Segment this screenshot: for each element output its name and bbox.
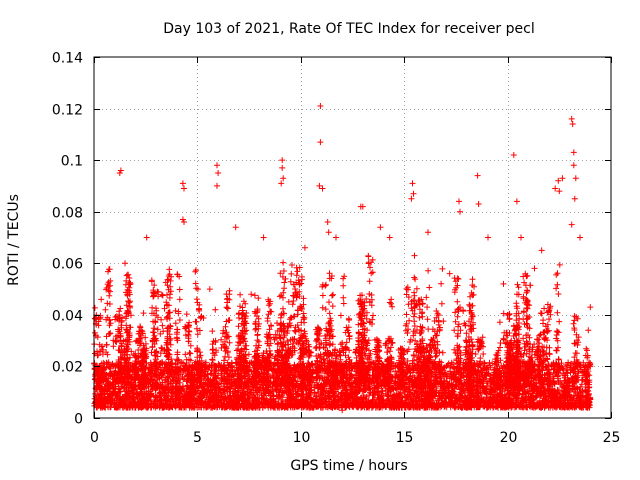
y-tick-label: 0.04	[52, 309, 83, 325]
y-tick-label: 0.1	[61, 154, 83, 170]
axis-ticks	[94, 57, 612, 419]
x-tick-label: 10	[293, 430, 311, 446]
y-tick-label: 0.14	[52, 51, 83, 67]
roti-points	[91, 103, 594, 414]
y-tick-label: 0.06	[52, 257, 83, 273]
y-tick-label: 0.08	[52, 206, 83, 222]
plot-frame	[93, 56, 612, 419]
x-tick-label: 25	[603, 430, 621, 446]
y-tick-label: 0	[74, 412, 83, 428]
y-tick-label: 0.02	[52, 360, 83, 376]
x-tick-label: 5	[193, 430, 202, 446]
x-tick-labels: 0 5 10 15 20 25	[90, 430, 620, 446]
x-axis-label: GPS time / hours	[290, 458, 407, 474]
y-axis-label: ROTI / TECUs	[6, 194, 22, 286]
x-tick-label: 20	[500, 430, 518, 446]
chart-title: Day 103 of 2021, Rate Of TEC Index for r…	[163, 21, 534, 37]
x-tick-label: 15	[396, 430, 414, 446]
y-tick-labels: 0 0.02 0.04 0.06 0.08 0.1 0.12 0.14	[52, 51, 83, 428]
data-points	[91, 103, 594, 414]
y-tick-label: 0.12	[52, 103, 83, 119]
x-tick-label: 0	[90, 430, 99, 446]
